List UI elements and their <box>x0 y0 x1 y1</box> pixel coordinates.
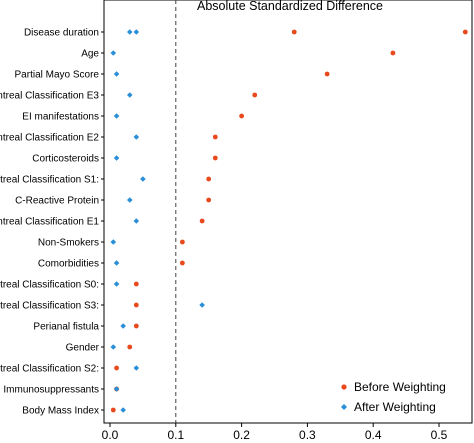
y-tick-label: Disease duration <box>24 28 99 39</box>
before-weighting-point <box>179 260 185 266</box>
y-tick-label: Non-Smokers <box>38 238 99 249</box>
after-weighting-point <box>113 155 120 161</box>
data-points <box>110 29 468 413</box>
legend-label: After Weighting <box>354 400 436 414</box>
before-weighting-point <box>212 155 218 161</box>
after-weighting-point <box>113 71 120 77</box>
before-weighting-point <box>291 29 297 35</box>
before-weighting-point <box>462 29 468 35</box>
y-tick-label: Montreal Classification S0: <box>0 280 99 291</box>
x-axis-ticks: 0.0 0.1 0.2 0.3 0.4 0.5 <box>102 423 448 442</box>
x-tick-label: 0.3 <box>299 428 316 442</box>
after-weighting-point <box>126 29 133 35</box>
after-weighting-point <box>110 50 117 56</box>
y-tick-label: Body Mass Index <box>22 406 99 417</box>
before-weighting-point <box>212 134 218 140</box>
y-tick-label: Montreal Classification S1: <box>0 175 99 186</box>
y-tick-label: Age <box>81 49 99 60</box>
after-weighting-point <box>133 134 140 140</box>
y-tick-label: Perianal fistula <box>33 322 99 333</box>
y-tick-label: Comorbidities <box>38 259 99 270</box>
y-tick-label: Partial Mayo Score <box>15 70 100 81</box>
y-tick-label: Montreal Classification E3 <box>0 91 99 102</box>
y-axis-labels: Disease duration Age Partial Mayo Score Mon… <box>0 28 104 417</box>
before-weighting-point <box>239 113 245 119</box>
legend-label: Before Weighting <box>354 380 446 394</box>
after-weighting-point <box>113 260 120 266</box>
after-weighting-point <box>113 281 120 287</box>
after-weighting-point <box>113 113 120 119</box>
after-weighting-point <box>110 239 117 245</box>
y-tick-label: Montreal Classification S3: <box>0 301 99 312</box>
after-weighting-point <box>133 218 140 224</box>
before-weighting-point <box>179 239 185 245</box>
after-weighting-point <box>126 197 133 203</box>
before-weighting-point <box>206 176 212 182</box>
y-tick-label: EI manifestations <box>22 112 99 123</box>
after-weighting-point <box>140 176 146 182</box>
y-tick-label: Corticosteroids <box>32 154 99 165</box>
before-weighting-point <box>324 71 330 77</box>
before-weighting-point <box>133 323 139 329</box>
x-tick-label: 0.1 <box>167 428 184 442</box>
after-weighting-point <box>133 365 140 371</box>
legend-after-marker <box>341 404 347 410</box>
x-tick-label: 0.2 <box>233 428 250 442</box>
legend: Before Weighting After Weighting <box>341 380 446 414</box>
y-tick-label: Montreal Classification E2 <box>0 133 99 144</box>
before-weighting-point <box>133 281 139 287</box>
before-weighting-point <box>199 218 205 224</box>
y-tick-label: Gender <box>66 343 100 354</box>
before-weighting-point <box>390 50 396 56</box>
before-weighting-point <box>114 365 119 371</box>
after-weighting-point <box>120 407 126 413</box>
x-tick-label: 0.4 <box>365 428 382 442</box>
before-weighting-point <box>127 344 133 350</box>
y-tick-label: Immunosuppressants <box>3 385 99 396</box>
after-weighting-point <box>113 386 120 392</box>
x-tick-label: 0.5 <box>431 428 448 442</box>
before-weighting-point <box>133 302 139 308</box>
chart-title: Absolute Standardized Difference <box>197 0 383 13</box>
after-weighting-point <box>126 92 133 98</box>
before-weighting-point <box>252 92 258 98</box>
after-weighting-point <box>120 323 126 329</box>
after-weighting-point <box>133 29 140 35</box>
after-weighting-point <box>110 344 117 350</box>
after-weighting-point <box>199 302 205 308</box>
y-tick-label: Montreal Classification S2: <box>0 364 99 375</box>
before-weighting-point <box>110 407 116 413</box>
before-weighting-point <box>206 197 212 203</box>
plot-frame <box>103 0 473 424</box>
y-tick-label: Montreal Classification E1 <box>0 217 99 228</box>
x-tick-label: 0.0 <box>102 428 119 442</box>
y-tick-label: C-Reactive Protein <box>15 196 99 207</box>
legend-before-marker <box>341 384 347 390</box>
